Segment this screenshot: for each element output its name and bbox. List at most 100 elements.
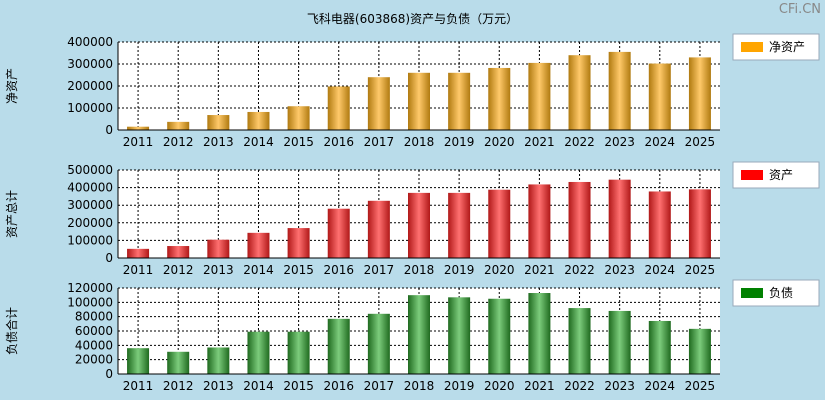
bar-2017 xyxy=(367,77,390,130)
bar-2023 xyxy=(608,51,631,130)
y-tick-label: 0 xyxy=(105,251,113,265)
x-tick-label: 2018 xyxy=(404,263,435,277)
bar-2021 xyxy=(528,293,551,374)
bar-2015 xyxy=(287,228,310,258)
x-tick-label: 2014 xyxy=(243,379,274,393)
x-tick-label: 2021 xyxy=(524,135,555,149)
bar-2021 xyxy=(528,184,551,258)
chart-panel-1: 0 100000 200000 300000 400000 2011 2012 2013 201… xyxy=(5,33,820,149)
bar-2019 xyxy=(448,192,471,258)
y-axis-title: 资产总计 xyxy=(5,190,19,238)
x-tick-label: 2016 xyxy=(323,379,354,393)
x-tick-label: 2022 xyxy=(564,379,595,393)
x-tick-label: 2015 xyxy=(283,379,314,393)
bar-2024 xyxy=(648,191,671,258)
y-tick-label: 0 xyxy=(105,123,113,137)
x-tick-label: 2021 xyxy=(524,379,555,393)
bar-2022 xyxy=(568,55,591,131)
bar-2023 xyxy=(608,310,631,374)
bar-2022 xyxy=(568,308,591,374)
x-tick-label: 2024 xyxy=(645,379,676,393)
x-tick-label: 2019 xyxy=(444,379,475,393)
bar-2013 xyxy=(207,115,230,130)
bar-2020 xyxy=(488,298,511,374)
y-axis-title: 净资产 xyxy=(5,68,19,104)
bar-2022 xyxy=(568,181,591,258)
x-tick-label: 2019 xyxy=(444,135,475,149)
chart-title: 飞科电器(603868)资产与负债（万元） xyxy=(306,12,519,26)
x-tick-label: 2016 xyxy=(323,135,354,149)
x-tick-label: 2022 xyxy=(564,263,595,277)
y-tick-label: 100000 xyxy=(67,233,113,247)
x-tick-label: 2018 xyxy=(404,135,435,149)
bar-2018 xyxy=(408,192,430,258)
bar-2025 xyxy=(688,328,711,374)
bar-2012 xyxy=(167,351,190,374)
y-tick-label: 20000 xyxy=(75,353,113,367)
bar-2018 xyxy=(408,295,430,374)
x-tick-label: 2012 xyxy=(163,263,194,277)
bar-2018 xyxy=(408,72,430,130)
bar-2016 xyxy=(327,318,350,374)
y-axis-title: 负债合计 xyxy=(4,307,19,355)
bar-2025 xyxy=(688,57,711,130)
bar-2019 xyxy=(448,72,471,130)
bar-2011 xyxy=(127,126,150,130)
y-tick-label: 300000 xyxy=(67,198,113,212)
y-tick-label: 100000 xyxy=(67,101,113,115)
bar-2024 xyxy=(648,320,671,374)
x-tick-label: 2011 xyxy=(123,135,154,149)
x-tick-label: 2022 xyxy=(564,135,595,149)
bar-2011 xyxy=(127,248,150,258)
y-tick-label: 300000 xyxy=(67,57,113,71)
x-tick-label: 2013 xyxy=(203,263,234,277)
bar-2020 xyxy=(488,189,511,258)
x-tick-label: 2012 xyxy=(163,135,194,149)
bar-2015 xyxy=(287,331,310,374)
legend-label: 负债 xyxy=(769,286,793,300)
bar-2019 xyxy=(448,297,471,374)
x-tick-label: 2023 xyxy=(604,135,635,149)
bar-2016 xyxy=(327,86,350,130)
y-tick-label: 400000 xyxy=(67,35,113,49)
bar-2014 xyxy=(247,232,270,258)
x-tick-label: 2015 xyxy=(283,263,314,277)
legend-swatch xyxy=(741,170,763,180)
watermark: CFi.CN xyxy=(778,2,821,17)
x-tick-label: 2014 xyxy=(243,263,274,277)
legend-swatch xyxy=(741,42,763,52)
y-tick-label: 100000 xyxy=(67,295,113,309)
y-tick-label: 200000 xyxy=(67,79,113,93)
bar-2021 xyxy=(528,62,551,130)
x-tick-label: 2017 xyxy=(364,135,395,149)
bar-2011 xyxy=(127,348,150,374)
x-tick-label: 2011 xyxy=(123,379,154,393)
y-tick-label: 200000 xyxy=(67,216,113,230)
x-tick-label: 2014 xyxy=(243,135,274,149)
x-tick-label: 2025 xyxy=(685,263,716,277)
y-tick-label: 0 xyxy=(105,367,113,381)
bar-2017 xyxy=(367,200,390,258)
x-tick-label: 2023 xyxy=(604,379,635,393)
x-tick-label: 2025 xyxy=(685,135,716,149)
legend-label: 净资产 xyxy=(769,40,805,54)
x-tick-label: 2013 xyxy=(203,135,234,149)
bar-2012 xyxy=(167,246,190,258)
chart-panel-2: 0 100000 200000 300000 400000 500000 2011 2012 2… xyxy=(5,161,820,277)
y-tick-label: 60000 xyxy=(75,324,113,338)
x-tick-label: 2017 xyxy=(364,263,395,277)
bar-2017 xyxy=(367,313,390,374)
bar-2012 xyxy=(167,121,190,130)
x-tick-label: 2025 xyxy=(685,379,716,393)
bar-2016 xyxy=(327,208,350,258)
x-tick-label: 2011 xyxy=(123,263,154,277)
bar-2013 xyxy=(207,347,230,374)
legend-swatch xyxy=(741,288,763,298)
y-tick-label: 80000 xyxy=(75,310,113,324)
x-tick-label: 2019 xyxy=(444,263,475,277)
x-tick-label: 2024 xyxy=(645,263,676,277)
x-tick-label: 2018 xyxy=(404,379,435,393)
x-tick-label: 2020 xyxy=(484,379,515,393)
x-tick-label: 2017 xyxy=(364,379,395,393)
